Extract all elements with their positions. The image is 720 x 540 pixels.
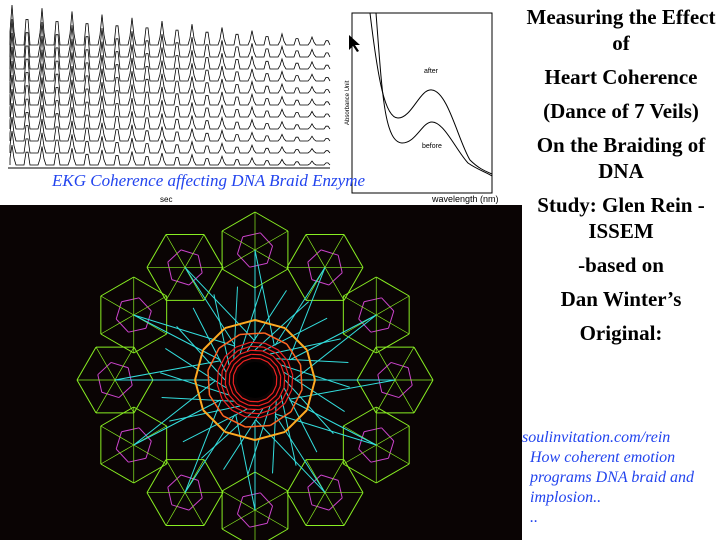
title-line: Original:	[579, 321, 663, 345]
cursor-arrow-icon	[349, 35, 360, 52]
absorbance-spectrum-chart: after before Absorbance Unit wavelength …	[345, 12, 499, 204]
before-curve	[375, 12, 493, 177]
after-label: after	[424, 68, 439, 75]
ekg-trace	[9, 46, 331, 82]
title-line: Measuring the Effect of	[526, 5, 716, 55]
ekg-trace	[9, 116, 331, 142]
ekg-trace	[9, 32, 331, 70]
ekg-trace	[9, 88, 331, 118]
ekg-caption: EKG Coherence affecting DNA Braid Enzyme	[52, 171, 366, 190]
title-line: Dan Winter’s	[560, 287, 682, 311]
ekg-trace	[9, 18, 331, 58]
title-line: Heart Coherence	[544, 65, 698, 89]
source-link[interactable]: soulinvitation.com/rein	[522, 429, 671, 446]
title-block: Measuring the Effect of Heart Coherence …	[522, 0, 720, 400]
title-line: (Dance of 7 Veils)	[543, 99, 699, 123]
ekg-trace	[9, 102, 331, 130]
ekg-coherence-chart: sec	[8, 4, 331, 204]
links-block: soulinvitation.com/rein How coherent emo…	[522, 428, 720, 528]
title-line: -based on	[578, 253, 664, 277]
after-curve	[369, 12, 493, 175]
link-description: How coherent emotion programs DNA braid …	[530, 449, 695, 506]
ekg-trace	[9, 74, 331, 106]
ekg-trace	[9, 144, 331, 166]
before-label: before	[422, 143, 442, 150]
link-ellipsis: ..	[530, 509, 538, 526]
x-axis-label: wavelength (nm)	[431, 194, 499, 204]
dna-geometry-artwork	[0, 205, 522, 540]
ekg-trace	[9, 130, 331, 154]
y-axis-label: Absorbance Unit	[345, 80, 351, 125]
ekg-trace	[9, 60, 331, 94]
title-line: On the Braiding of DNA	[536, 133, 706, 183]
ekg-trace	[9, 4, 331, 46]
title-line: Study: Glen Rein - ISSEM	[537, 193, 705, 243]
ekg-x-label: sec	[160, 195, 172, 204]
